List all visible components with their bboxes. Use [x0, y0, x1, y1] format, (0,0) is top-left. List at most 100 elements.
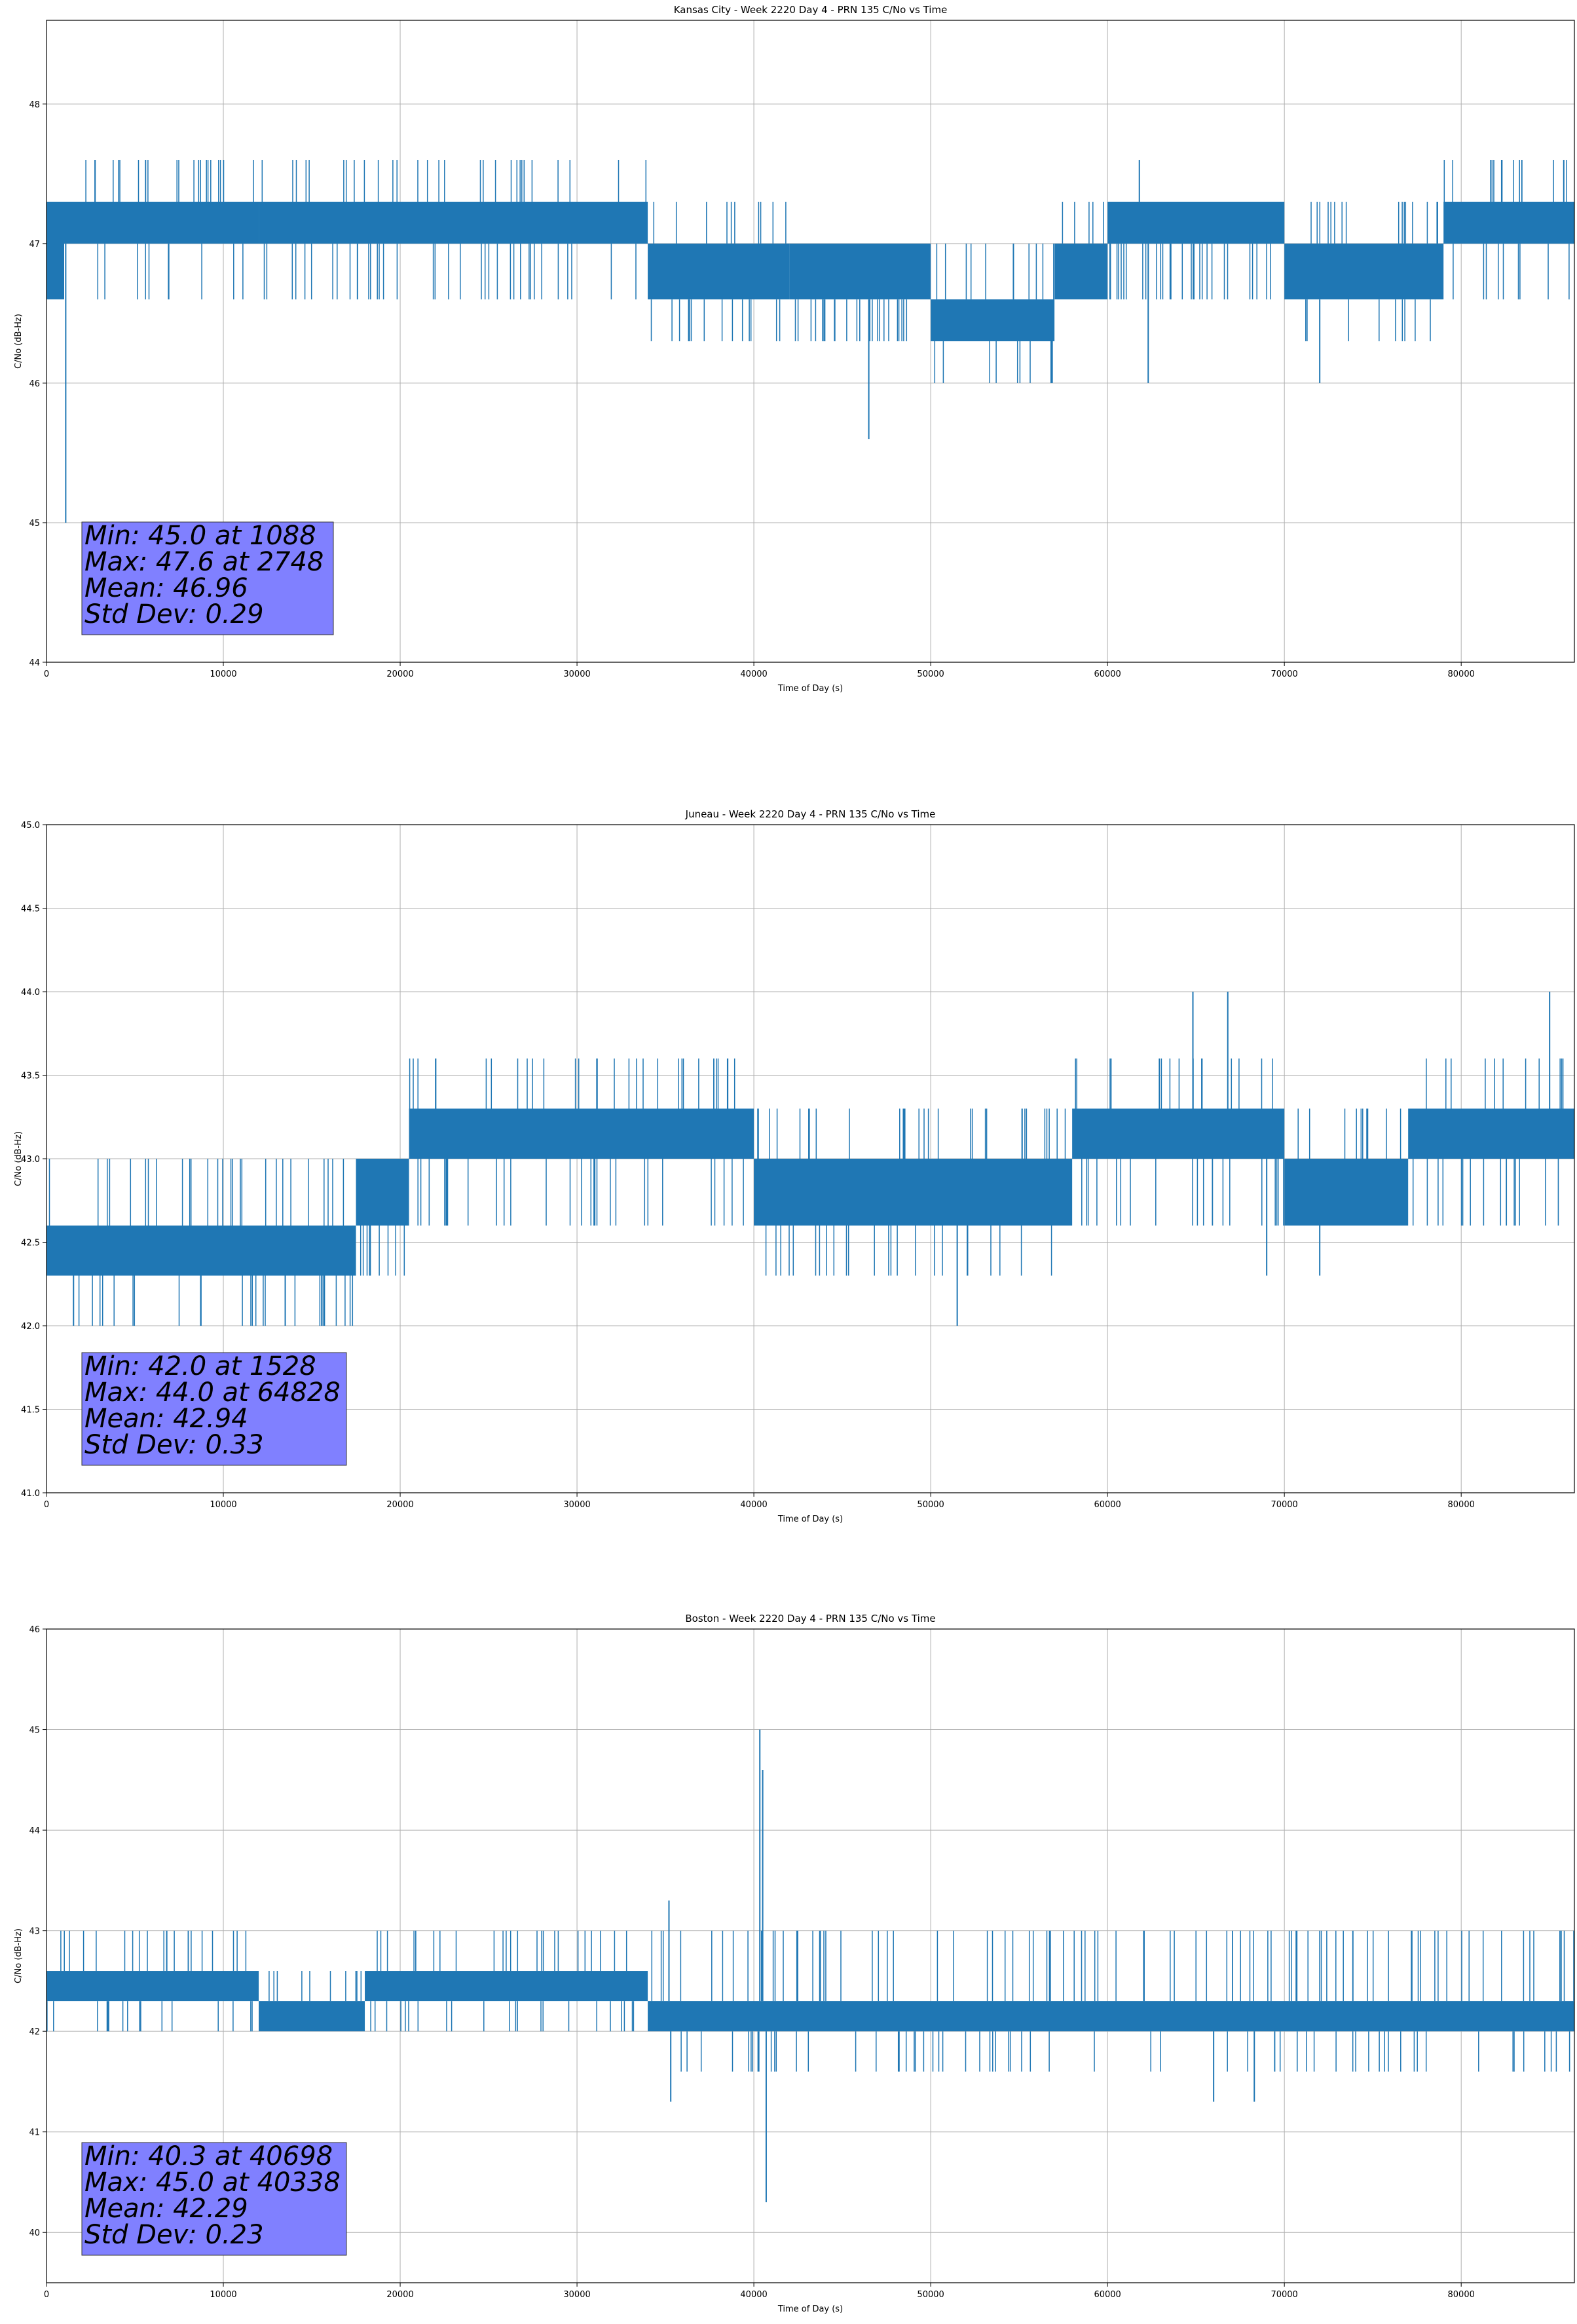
x-tick-label: 30000 — [563, 2290, 590, 2300]
x-axis-label: Time of Day (s) — [777, 1514, 843, 1524]
x-tick-label: 0 — [44, 2290, 49, 2300]
data-flicker — [1305, 202, 1438, 341]
data-flicker — [269, 1971, 362, 2002]
x-tick-label: 60000 — [1094, 2290, 1121, 2300]
stats-line: Max: 44.0 at 64828 — [84, 1378, 341, 1408]
data-band — [1072, 1108, 1285, 1159]
y-tick-label: 44.5 — [21, 905, 40, 914]
x-tick-label: 60000 — [1094, 669, 1121, 679]
data-flicker — [651, 1930, 1574, 2072]
data-flicker — [370, 1930, 635, 2032]
x-tick-label: 10000 — [210, 2290, 236, 2300]
x-tick-label: 50000 — [917, 2290, 944, 2300]
data-band — [64, 201, 259, 244]
stats-line: Max: 45.0 at 40338 — [84, 2167, 341, 2198]
y-tick-label: 45 — [29, 1726, 40, 1736]
data-band — [409, 1108, 754, 1159]
x-tick-label: 80000 — [1448, 669, 1475, 679]
data-series — [46, 160, 1574, 523]
x-tick-label: 20000 — [386, 1500, 413, 1510]
data-flicker — [1062, 202, 1104, 244]
data-flicker — [1075, 1059, 1284, 1226]
x-tick-label: 70000 — [1271, 2290, 1297, 2300]
data-band — [648, 243, 790, 300]
data-flicker — [934, 243, 1054, 383]
x-tick-label: 30000 — [563, 1500, 590, 1510]
y-tick-label: 42 — [29, 2027, 40, 2037]
chart-panel-3: 0 10000 20000 30000 40000 50000 60000 70000 8000… — [14, 1613, 1575, 2314]
y-tick-label: 40 — [29, 2228, 40, 2238]
data-flicker — [1443, 160, 1570, 300]
data-flicker — [1109, 243, 1271, 300]
data-band — [1443, 201, 1574, 244]
chart-title: Boston - Week 2220 Day 4 - PRN 135 C/No … — [685, 1613, 935, 1624]
data-band — [1284, 243, 1444, 300]
x-tick-label: 50000 — [917, 669, 944, 679]
data-band — [789, 243, 931, 300]
stats-line: Std Dev: 0.33 — [84, 1430, 264, 1460]
y-tick-label: 41.5 — [21, 1406, 40, 1415]
stats-box — [81, 521, 334, 635]
y-tick-label: 41 — [29, 2128, 40, 2138]
x-tick-label: 70000 — [1271, 669, 1297, 679]
data-flicker — [360, 1226, 405, 1276]
stats-line: Min: 42.0 at 1528 — [84, 1351, 316, 1381]
data-flicker — [757, 1108, 1066, 1276]
data-flicker — [1297, 1108, 1401, 1159]
stats-line: Std Dev: 0.23 — [84, 2220, 264, 2250]
x-tick-label: 40000 — [740, 1500, 767, 1510]
data-band — [1284, 1159, 1409, 1226]
x-tick-label: 10000 — [210, 1500, 236, 1510]
plot-frame — [46, 1628, 1575, 2283]
data-flicker — [261, 160, 647, 300]
y-tick-label: 48 — [29, 100, 40, 110]
stats-line: Mean: 42.29 — [84, 2194, 248, 2224]
stats-line: Std Dev: 0.29 — [84, 599, 264, 629]
y-tick-label: 46 — [29, 379, 40, 389]
data-band — [1107, 201, 1285, 244]
stats-line: Mean: 42.94 — [84, 1404, 248, 1434]
stats-line: Max: 47.6 at 2748 — [84, 547, 324, 577]
y-tick-label: 41.0 — [21, 1489, 40, 1499]
x-tick-label: 70000 — [1271, 1500, 1297, 1510]
y-tick-label: 44.0 — [21, 988, 40, 998]
data-band — [931, 299, 1055, 341]
data-band — [365, 1971, 648, 2002]
x-tick-label: 60000 — [1094, 1500, 1121, 1510]
data-band — [259, 201, 648, 244]
data-series — [46, 992, 1574, 1326]
x-axis-label: Time of Day (s) — [777, 684, 843, 694]
x-tick-label: 40000 — [740, 2290, 767, 2300]
x-tick-label: 80000 — [1448, 2290, 1475, 2300]
data-flicker — [409, 1059, 744, 1226]
x-tick-label: 0 — [44, 1500, 49, 1510]
stats-line: Min: 40.3 at 40698 — [84, 2141, 333, 2171]
x-tick-label: 0 — [44, 669, 49, 679]
x-tick-label: 30000 — [563, 669, 590, 679]
data-flicker — [85, 160, 254, 300]
data-flicker — [794, 299, 908, 341]
data-flicker — [48, 1159, 354, 1326]
y-axis-label: C/No (dB-Hz) — [14, 1928, 24, 1983]
y-tick-label: 44 — [29, 1826, 40, 1836]
x-tick-label: 20000 — [386, 669, 413, 679]
data-flicker — [1412, 1059, 1564, 1226]
data-band — [46, 201, 65, 300]
x-axis-label: Time of Day (s) — [777, 2304, 843, 2314]
y-tick-label: 45.0 — [21, 821, 40, 831]
y-tick-label: 44 — [29, 658, 40, 668]
data-band — [46, 1226, 356, 1276]
y-tick-label: 46 — [29, 1625, 40, 1635]
y-axis-label: C/No (dB-Hz) — [14, 1131, 24, 1186]
data-band — [648, 2001, 1575, 2032]
y-axis-label: C/No (dB-Hz) — [14, 314, 24, 369]
x-tick-label: 50000 — [917, 1500, 944, 1510]
x-tick-label: 40000 — [740, 669, 767, 679]
data-band — [259, 2001, 365, 2032]
stats-line: Mean: 46.96 — [84, 573, 248, 603]
y-tick-label: 45 — [29, 519, 40, 529]
data-band — [356, 1159, 409, 1226]
stats-box — [81, 1352, 347, 1466]
stats-line: Min: 45.0 at 1088 — [84, 521, 316, 551]
